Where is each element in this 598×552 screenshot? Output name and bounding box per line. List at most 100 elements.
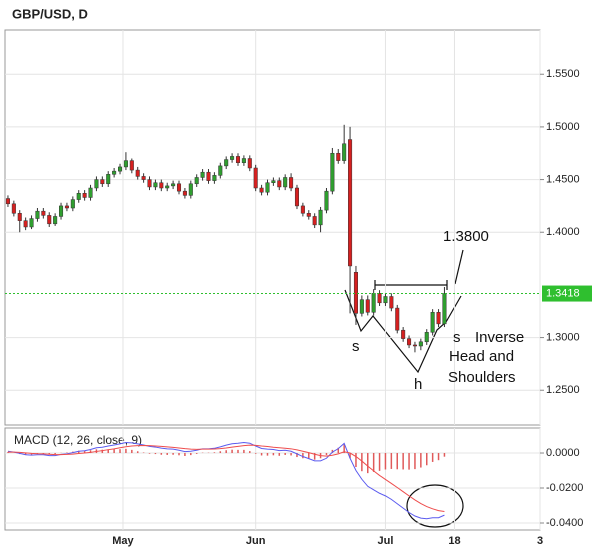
candle-body	[306, 213, 311, 217]
candle-body	[11, 203, 16, 214]
candle-body	[247, 158, 252, 169]
target-leader	[454, 249, 464, 285]
candle-body	[165, 185, 170, 189]
y-tick-label: 1.4500	[546, 173, 580, 185]
chart-title: GBP/USD, D	[12, 6, 88, 21]
candle-body	[171, 183, 176, 187]
macd-line	[7, 444, 445, 512]
candle-body	[182, 190, 187, 196]
candle-body	[230, 156, 235, 160]
candle-body	[371, 293, 376, 313]
y-tick-label: 1.4000	[546, 226, 580, 238]
candle-body	[294, 187, 299, 207]
candle-body	[17, 213, 22, 221]
candle-body	[106, 174, 111, 185]
candle-body	[235, 156, 241, 163]
annotation: Head and	[449, 348, 514, 365]
candle-body	[147, 179, 152, 188]
candle-body	[206, 171, 211, 181]
y-tick-label: 0.0000	[546, 447, 580, 459]
candle-body	[283, 177, 288, 188]
candle-body	[224, 159, 229, 167]
x-tick-label: 3	[537, 535, 543, 547]
candle-body	[359, 299, 364, 314]
candle-body	[342, 143, 347, 161]
candle-body	[70, 199, 75, 209]
annotation: 1.3800	[443, 228, 489, 245]
candle-body	[407, 338, 412, 346]
candle-body	[389, 296, 394, 309]
candle-body	[212, 175, 217, 181]
candle-body	[112, 170, 117, 175]
candle-body	[5, 198, 10, 205]
y-tick-label: -0.0400	[546, 517, 583, 529]
candle-body	[88, 187, 93, 198]
y-tick-label: 1.5500	[546, 68, 580, 80]
candle-body	[412, 344, 417, 347]
candle-body	[135, 169, 140, 177]
y-tick-label: 1.5000	[546, 121, 580, 133]
candle-body	[265, 182, 270, 193]
candle-body	[318, 209, 323, 226]
y-tick-label: 1.2500	[546, 384, 580, 396]
candle-body	[424, 332, 429, 343]
annotation: s	[453, 329, 461, 346]
candle-body	[383, 296, 388, 304]
candle-body	[159, 182, 164, 189]
candle-body	[418, 341, 423, 347]
candle-body	[442, 293, 447, 325]
candle-body	[377, 293, 382, 304]
candle-body	[23, 220, 28, 228]
candle-body	[218, 165, 223, 176]
x-tick-label: Jun	[246, 535, 266, 547]
x-tick-label: Jul	[378, 535, 394, 547]
candle-body	[259, 187, 264, 193]
candle-body	[277, 180, 282, 188]
candle-body	[300, 205, 305, 214]
macd-line	[7, 442, 445, 520]
candle-body	[82, 193, 87, 198]
annotation: Shoulders	[448, 369, 516, 386]
candle-body	[330, 152, 335, 192]
candle-body	[401, 329, 406, 339]
last-price-label: 1.3418	[546, 287, 580, 299]
candle-body	[348, 139, 353, 267]
candle-body	[176, 183, 182, 192]
candle-body	[430, 312, 435, 333]
macd-label: MACD (12, 26, close, 9)	[14, 433, 142, 447]
candle-body	[324, 190, 329, 211]
candle-body	[29, 218, 34, 228]
candle-body	[41, 210, 46, 216]
annotation: s	[352, 338, 360, 355]
candle-body	[118, 166, 123, 172]
candle-body	[35, 210, 40, 219]
candle-body	[395, 307, 400, 331]
price-panel	[4, 29, 541, 426]
candle-body	[64, 205, 69, 209]
candle-body	[436, 312, 441, 325]
candle-body	[194, 177, 199, 185]
candle-body	[123, 160, 128, 168]
candle-body	[53, 216, 58, 225]
candle-body	[271, 180, 276, 183]
candle-body	[141, 176, 146, 180]
y-tick-label: 1.3000	[546, 331, 580, 343]
candle-body	[365, 299, 370, 313]
candle-body	[188, 183, 193, 196]
annotation: h	[414, 376, 422, 393]
candle-body	[241, 158, 246, 163]
candle-body	[289, 177, 294, 189]
candle-body	[200, 171, 205, 178]
candle-body	[353, 272, 358, 314]
candle-body	[312, 216, 317, 226]
candle-body	[153, 182, 158, 188]
candle-body	[336, 152, 341, 161]
last-price-box	[542, 285, 592, 302]
candle-body	[47, 215, 52, 225]
candle-body	[100, 179, 105, 185]
candle-body	[94, 179, 99, 189]
candle-body	[59, 205, 64, 217]
y-tick-label: -0.0200	[546, 482, 583, 494]
macd-panel	[4, 427, 541, 531]
